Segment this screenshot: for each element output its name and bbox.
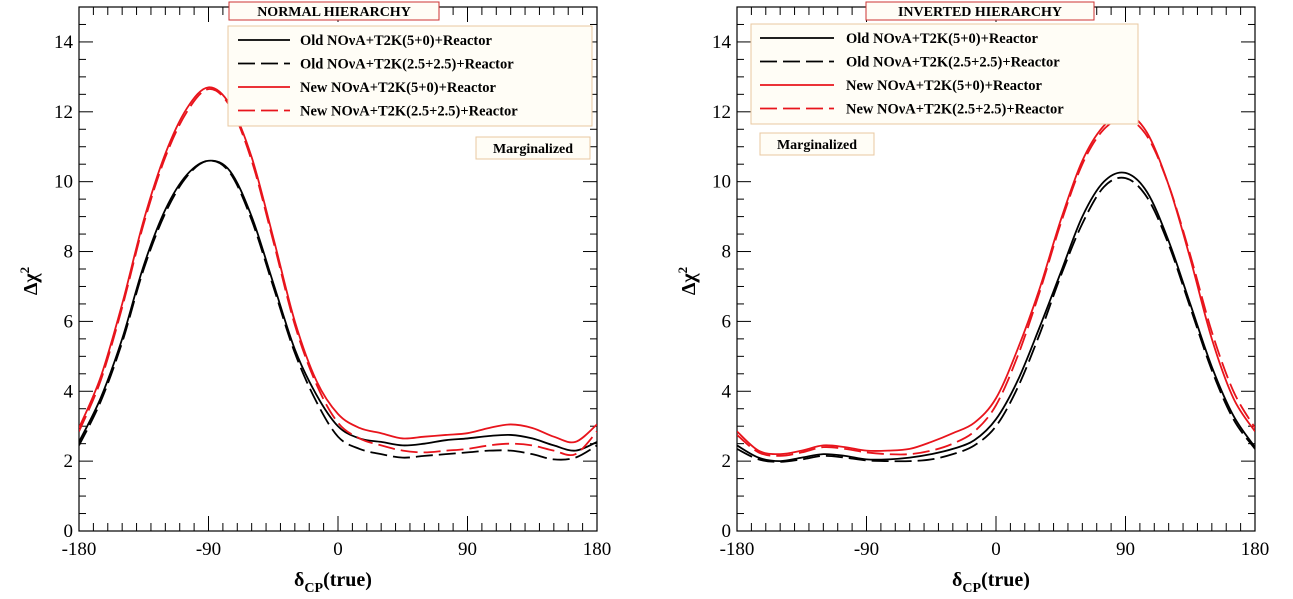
y-tick-label: 0 [64, 521, 74, 542]
y-tick-label: 4 [722, 381, 732, 402]
chart-title: INVERTED HIERARCHY [898, 5, 1062, 20]
y-tick-label: 4 [64, 381, 74, 402]
y-tick-label: 2 [64, 451, 74, 472]
x-tick-label: -180 [720, 539, 755, 560]
normal-hierarchy-chart: 0 2 4 6 8 10 12 14 -180 -90 0 90 180 δCP(true) Δχ2 NORM… [17, 1, 612, 596]
legend-label-1: Old NOνA+T2K(5+0)+Reactor [300, 33, 493, 49]
x-tick-label: 0 [333, 539, 343, 560]
y-tick-label: 12 [712, 102, 731, 123]
series-line-4 [737, 117, 1255, 457]
legend-label-3: New NOνA+T2K(5+0)+Reactor [846, 78, 1043, 94]
x-tick-label: 90 [458, 539, 477, 560]
legend-label-4: New NOνA+T2K(2.5+2.5)+Reactor [846, 102, 1064, 118]
legend-label-4: New NOνA+T2K(2.5+2.5)+Reactor [300, 104, 518, 120]
series-line-3 [737, 112, 1255, 456]
x-tick-label: -90 [196, 539, 221, 560]
y-tick-label: 6 [64, 311, 74, 332]
y-tick-label: 2 [722, 451, 732, 472]
inverted-hierarchy-chart: 0 2 4 6 8 10 12 14 -180 -90 0 90 180 δCP(true) Δχ2 INVE… [675, 1, 1270, 596]
x-tick-label: 90 [1116, 539, 1135, 560]
x-axis-title: δCP(true) [294, 569, 372, 596]
y-tick-label: 14 [54, 32, 74, 53]
y-axis-title: Δχ2 [17, 267, 42, 295]
marginalized-badge [759, 132, 875, 156]
legend-box [750, 23, 1139, 125]
chart-title: NORMAL HIERARCHY [257, 5, 411, 20]
legend-box [227, 25, 593, 127]
legend-label-2: Old NOνA+T2K(2.5+2.5)+Reactor [300, 57, 514, 73]
y-tick-label: 10 [54, 172, 73, 193]
x-tick-label: -180 [62, 539, 97, 560]
legend-label-1: Old NOνA+T2K(5+0)+Reactor [846, 31, 1039, 47]
legend-label-2: Old NOνA+T2K(2.5+2.5)+Reactor [846, 55, 1060, 71]
y-tick-label: 0 [722, 521, 732, 542]
y-tick-label: 8 [64, 242, 74, 263]
x-tick-label: 180 [583, 539, 612, 560]
series-line-3 [79, 86, 597, 444]
y-tick-label: 6 [722, 311, 732, 332]
x-tick-label: 180 [1241, 539, 1270, 560]
y-tick-label: 10 [712, 172, 731, 193]
chart-title-box [228, 1, 440, 21]
y-axis-title: Δχ2 [675, 267, 700, 295]
series-line-2 [79, 159, 597, 461]
marginalized-label: Marginalized [777, 138, 857, 153]
x-axis-title: δCP(true) [952, 569, 1030, 596]
x-tick-label: 0 [991, 539, 1001, 560]
y-tick-label: 8 [722, 242, 732, 263]
y-tick-label: 14 [712, 32, 732, 53]
chart-title-box [865, 1, 1095, 21]
series-line-4 [79, 88, 597, 457]
marginalized-label: Marginalized [493, 142, 573, 157]
legend-label-3: New NOνA+T2K(5+0)+Reactor [300, 80, 497, 96]
y-tick-label: 12 [54, 102, 73, 123]
series-line-1 [79, 159, 597, 452]
series-line-2 [737, 176, 1255, 463]
series-line-1 [737, 171, 1255, 463]
x-tick-label: -90 [854, 539, 879, 560]
marginalized-badge [475, 136, 591, 160]
